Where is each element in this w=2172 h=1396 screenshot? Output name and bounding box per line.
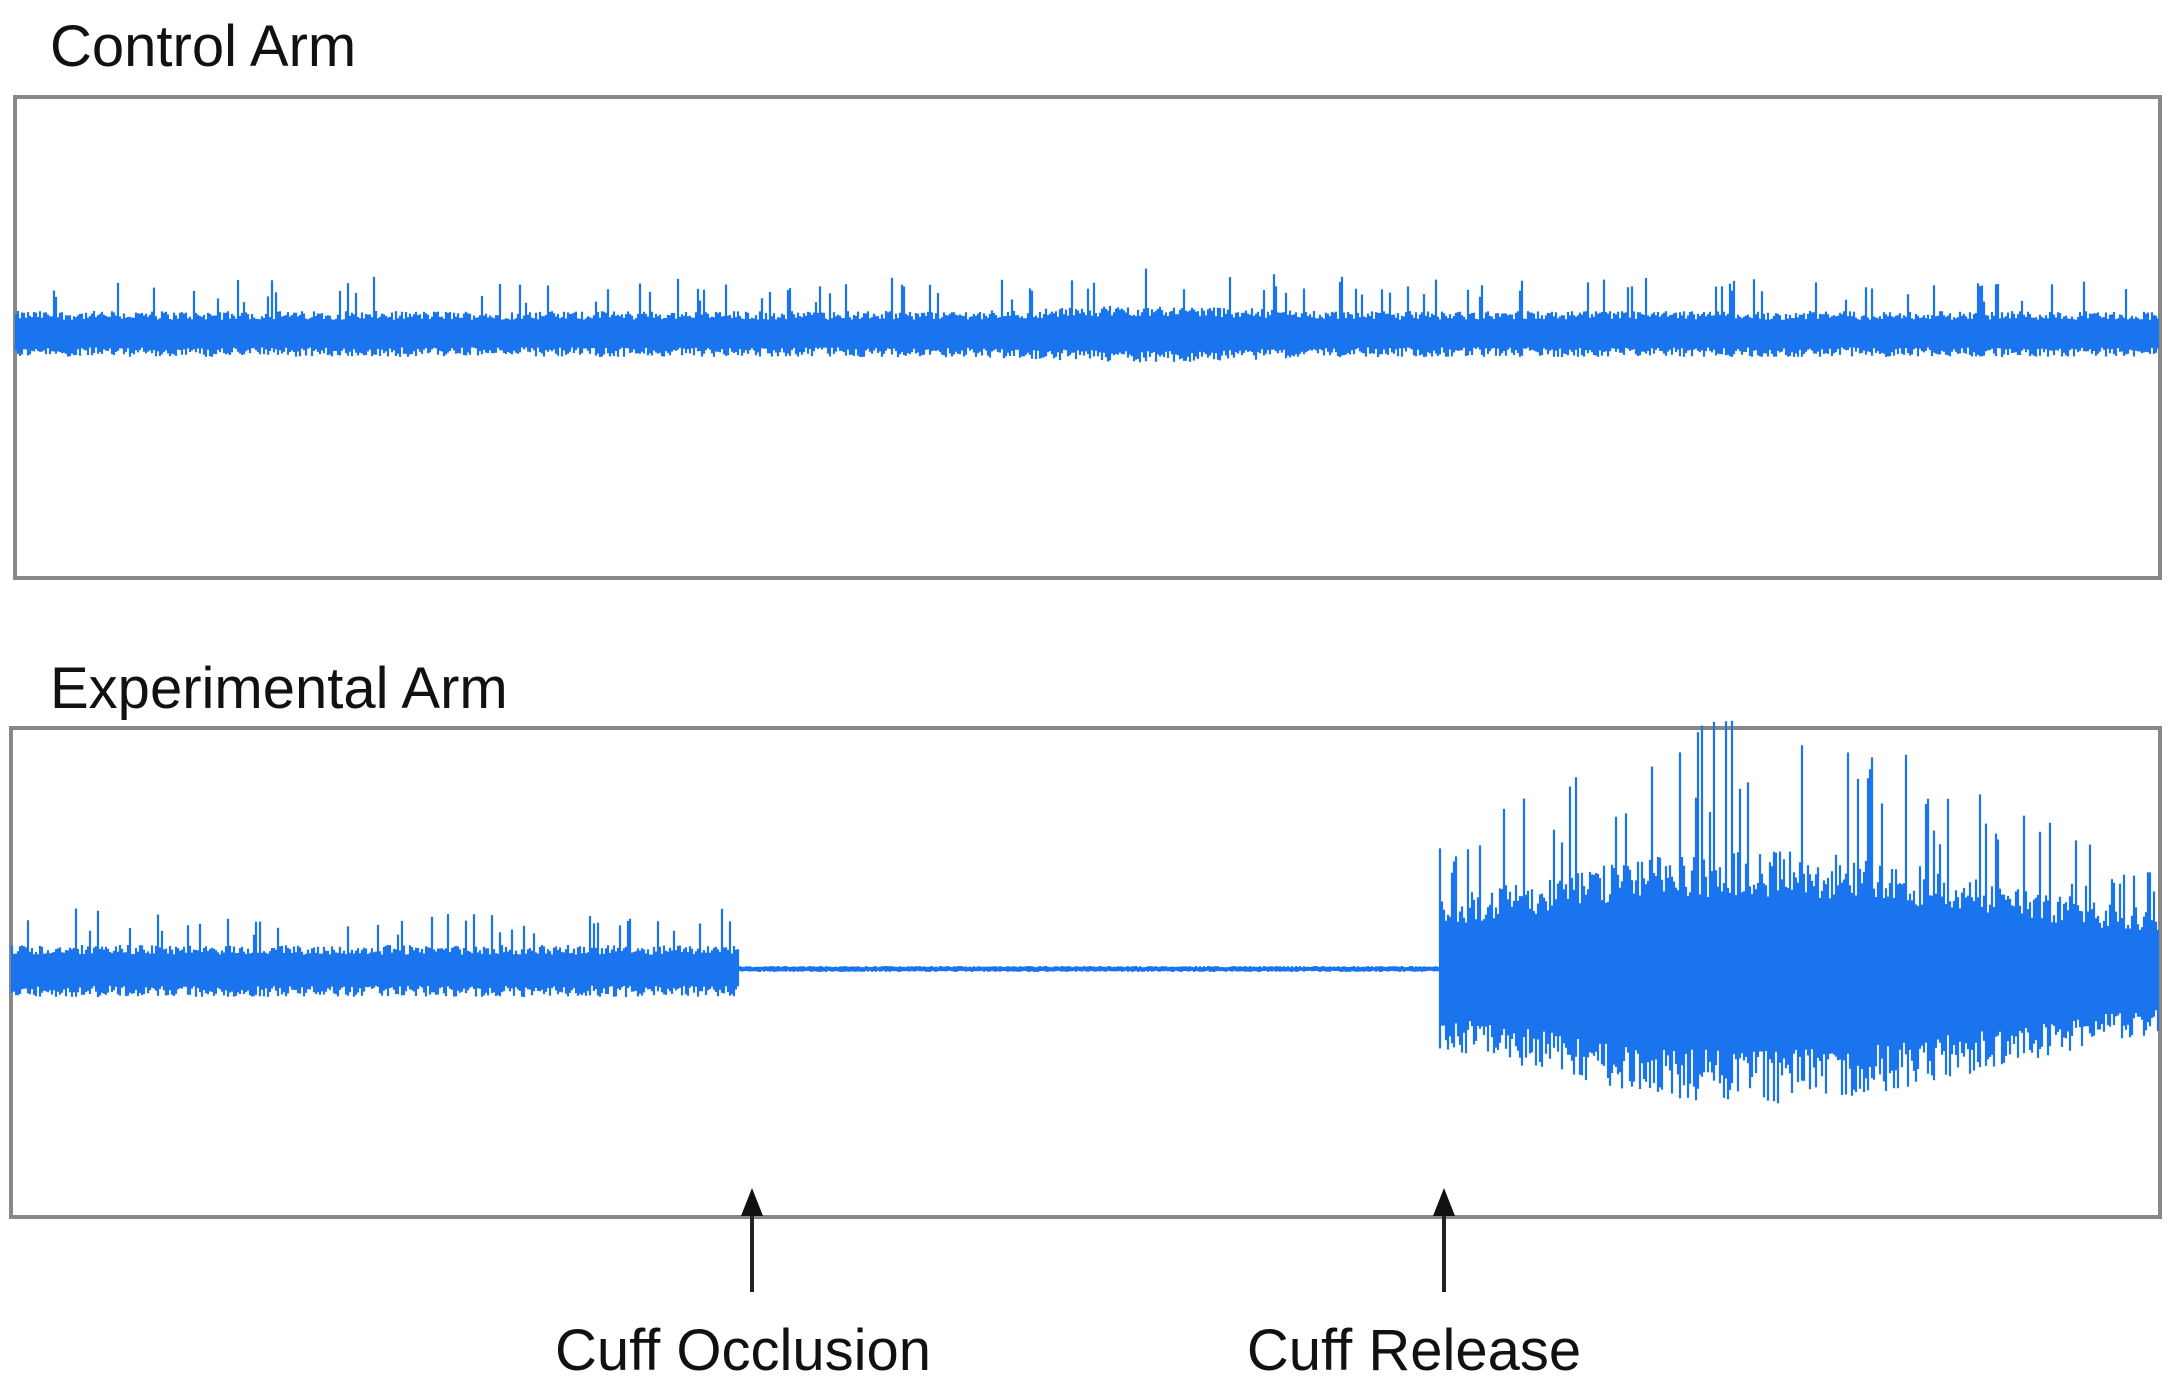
annotation-label: Cuff Release — [1247, 1318, 1581, 1383]
panel-title: Control Arm — [50, 14, 356, 79]
panel-title: Experimental Arm — [50, 656, 508, 721]
waveform — [10, 720, 2160, 1104]
waveform — [14, 268, 2160, 363]
arrow-head — [1433, 1188, 1455, 1216]
arrow-head — [741, 1188, 763, 1216]
annotation-label: Cuff Occlusion — [555, 1318, 931, 1383]
